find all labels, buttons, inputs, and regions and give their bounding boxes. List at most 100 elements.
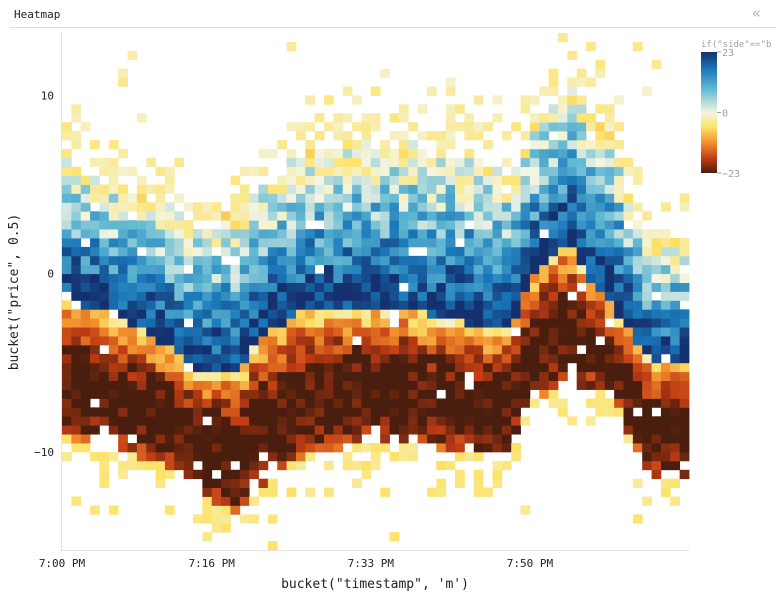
heatmap-cell <box>80 416 91 426</box>
heatmap-cell <box>557 122 568 132</box>
heatmap-cell <box>193 211 203 221</box>
heatmap-cell <box>352 220 362 230</box>
heatmap-cell <box>136 309 147 319</box>
heatmap-cell <box>426 336 437 346</box>
heatmap-cell <box>193 416 203 426</box>
heatmap-cell <box>258 166 269 177</box>
heatmap-cell <box>417 318 428 328</box>
heatmap-cell <box>286 122 297 132</box>
heatmap-cell <box>586 139 596 150</box>
heatmap-cell <box>183 327 194 337</box>
heatmap-cell <box>333 246 344 257</box>
heatmap-cell <box>548 309 559 319</box>
heatmap-cell <box>426 246 437 257</box>
heatmap-cell <box>267 246 278 257</box>
heatmap-cell <box>417 398 428 408</box>
heatmap-cell <box>370 398 381 408</box>
heatmap-cell <box>529 282 540 292</box>
heatmap-cell <box>314 229 325 239</box>
heatmap-cell <box>567 184 578 194</box>
heatmap-cell <box>623 282 634 292</box>
heatmap-cell <box>520 336 531 346</box>
heatmap-cell <box>473 407 484 417</box>
heatmap-cell <box>632 336 643 346</box>
heatmap-cell <box>426 220 437 230</box>
heatmap-cell <box>483 327 493 337</box>
heatmap-cell <box>455 166 465 177</box>
heatmap-cell <box>511 425 521 435</box>
heatmap-cell <box>174 273 185 283</box>
heatmap-cell <box>361 327 372 337</box>
heatmap-cell <box>660 264 671 275</box>
heatmap-cell <box>286 389 297 399</box>
heatmap-cell <box>258 371 269 382</box>
heatmap-cell <box>305 211 316 221</box>
heatmap-cell <box>333 175 344 185</box>
heatmap-cell <box>520 238 531 248</box>
heatmap-cell <box>174 157 185 168</box>
double-chevron-left-icon[interactable]: « <box>752 4 762 22</box>
heatmap-cell <box>314 300 325 310</box>
heatmap-cell <box>464 175 475 185</box>
heatmap-cell <box>632 362 643 373</box>
heatmap-cell <box>267 443 278 453</box>
heatmap-cell <box>174 264 185 275</box>
heatmap-cell <box>352 371 362 382</box>
heatmap-cell <box>90 238 100 248</box>
heatmap-cell <box>623 246 634 257</box>
heatmap-cell <box>146 246 156 257</box>
heatmap-cell <box>221 451 231 462</box>
heatmap-cell <box>239 451 250 462</box>
heatmap-cell <box>174 353 185 364</box>
heatmap-cell <box>464 318 475 328</box>
heatmap-cell <box>614 327 624 337</box>
heatmap-cell <box>352 175 362 185</box>
heatmap-cell <box>239 407 250 417</box>
heatmap-cell <box>127 300 138 310</box>
heatmap-cell <box>660 309 671 319</box>
heatmap-cell <box>483 389 493 399</box>
heatmap-cell <box>426 184 437 194</box>
heatmap-cell <box>445 246 456 257</box>
heatmap-cell <box>277 300 287 310</box>
heatmap-cell <box>557 33 568 43</box>
heatmap-cell <box>380 344 390 355</box>
heatmap-cell <box>632 175 643 185</box>
heatmap-cell <box>118 460 128 471</box>
heatmap-cell <box>164 416 175 426</box>
heatmap-cell <box>90 505 100 515</box>
heatmap-cell <box>417 362 428 373</box>
heatmap-cell <box>501 327 512 337</box>
heatmap-cell <box>193 246 203 257</box>
heatmap-cell <box>267 434 278 444</box>
heatmap-cell <box>164 362 175 373</box>
heatmap-cell <box>660 255 671 266</box>
heatmap-cell <box>548 68 559 78</box>
heatmap-cell <box>155 353 166 364</box>
heatmap-cell <box>614 175 624 185</box>
heatmap-cell <box>305 451 316 462</box>
heatmap-cell <box>679 238 690 248</box>
heatmap-cell <box>71 496 82 506</box>
heatmap-cell <box>230 407 241 417</box>
heatmap-cell <box>342 131 353 141</box>
heatmap-cell <box>164 380 175 390</box>
heatmap-cell <box>202 291 213 301</box>
heatmap-cell <box>333 389 344 399</box>
heatmap-cell <box>305 487 316 497</box>
heatmap-cell <box>333 202 344 212</box>
heatmap-cell <box>604 300 615 310</box>
heatmap-cell <box>249 220 259 230</box>
heatmap-cell <box>632 353 643 364</box>
heatmap-cell <box>548 327 559 337</box>
heatmap-cell <box>277 273 287 283</box>
heatmap-cell <box>155 318 166 328</box>
heatmap-cell <box>286 416 297 426</box>
heatmap-cell <box>333 353 344 364</box>
heatmap-cell <box>239 327 250 337</box>
heatmap-cell <box>426 327 437 337</box>
heatmap-cell <box>211 443 222 453</box>
heatmap-cell <box>548 86 559 96</box>
heatmap-cell <box>295 300 306 310</box>
heatmap-cell <box>230 327 241 337</box>
